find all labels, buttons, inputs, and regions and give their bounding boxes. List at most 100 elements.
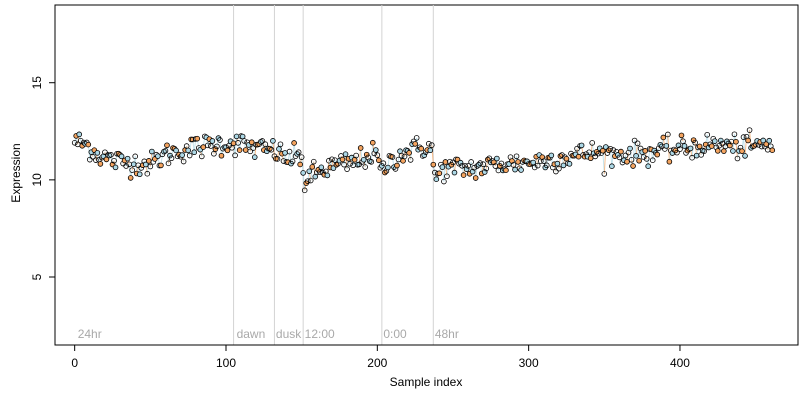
data-point xyxy=(127,175,134,181)
data-point xyxy=(286,148,293,155)
annotation-label: 0:00 xyxy=(383,327,407,341)
data-points xyxy=(71,127,776,194)
data-point xyxy=(108,152,114,158)
data-point xyxy=(425,140,432,147)
data-point xyxy=(123,163,129,169)
data-point xyxy=(609,163,615,170)
data-point xyxy=(209,138,216,144)
data-point xyxy=(200,144,207,150)
data-point xyxy=(430,161,437,168)
data-point xyxy=(357,145,364,151)
data-point xyxy=(191,149,198,156)
series-segment xyxy=(632,140,636,167)
series-segment xyxy=(667,134,670,162)
annotation-label: 24hr xyxy=(78,327,102,341)
data-point xyxy=(472,175,479,181)
data-point xyxy=(412,141,418,147)
data-point xyxy=(398,152,405,159)
data-point xyxy=(309,164,316,170)
data-point xyxy=(324,172,331,179)
data-point xyxy=(642,148,648,154)
data-point xyxy=(270,138,276,144)
data-point xyxy=(217,137,223,143)
data-point xyxy=(763,141,770,147)
data-point xyxy=(242,147,249,153)
data-point xyxy=(173,147,179,154)
data-point xyxy=(369,139,376,146)
data-point xyxy=(721,148,727,154)
data-point xyxy=(218,152,225,159)
y-tick-label: 5 xyxy=(30,273,44,280)
data-point xyxy=(149,148,155,155)
data-point xyxy=(731,131,738,138)
data-point xyxy=(298,154,305,160)
data-point xyxy=(342,151,349,157)
data-point xyxy=(618,148,624,155)
data-point xyxy=(130,161,137,168)
data-point xyxy=(374,152,381,158)
data-point xyxy=(540,158,547,164)
data-point xyxy=(317,169,323,175)
data-point xyxy=(164,142,170,149)
data-point xyxy=(385,164,391,171)
data-point xyxy=(236,147,243,153)
data-point xyxy=(307,177,314,184)
x-axis: 0 100 200 300 400 xyxy=(71,344,690,370)
data-point xyxy=(268,146,275,153)
data-point xyxy=(534,162,541,169)
data-point xyxy=(693,152,700,159)
data-point xyxy=(645,163,651,169)
data-point xyxy=(118,153,125,160)
data-point xyxy=(631,137,638,144)
data-point xyxy=(660,134,667,141)
data-point xyxy=(758,143,765,150)
data-point xyxy=(663,143,670,149)
data-point xyxy=(739,148,745,154)
data-point xyxy=(468,159,474,165)
data-point xyxy=(711,138,718,144)
data-point xyxy=(250,145,257,151)
data-point xyxy=(276,146,282,152)
data-point xyxy=(460,172,467,178)
series-segment xyxy=(443,161,446,182)
data-point xyxy=(90,153,96,160)
data-point xyxy=(471,164,477,171)
data-point xyxy=(678,132,685,139)
data-point xyxy=(553,168,559,175)
vertical-lines xyxy=(233,5,434,345)
data-point xyxy=(696,143,703,150)
y-tick-label: 10 xyxy=(30,173,44,187)
data-point xyxy=(442,159,449,165)
data-point xyxy=(421,152,428,159)
data-point xyxy=(76,131,83,138)
data-point xyxy=(439,164,446,170)
x-tick-label: 0 xyxy=(71,356,78,370)
data-point xyxy=(666,158,673,165)
y-axis-label: Expression xyxy=(9,143,23,202)
data-point xyxy=(574,145,580,152)
data-point xyxy=(71,140,78,146)
data-point xyxy=(610,147,617,153)
data-point xyxy=(407,157,414,163)
plot-frame xyxy=(54,4,799,346)
series-segment xyxy=(234,136,238,156)
annotation-label: dawn xyxy=(237,327,266,341)
data-point xyxy=(503,167,509,174)
data-point xyxy=(295,149,302,156)
data-point xyxy=(373,147,379,153)
data-point xyxy=(300,170,306,176)
data-point xyxy=(560,162,567,169)
y-tick-label: 15 xyxy=(30,76,44,90)
x-axis-label: Sample index xyxy=(390,375,463,389)
data-point xyxy=(289,158,296,165)
data-point xyxy=(389,154,396,160)
data-point xyxy=(179,152,185,158)
data-point xyxy=(146,158,152,164)
data-point xyxy=(554,160,561,167)
data-point xyxy=(277,141,284,148)
data-point xyxy=(251,154,258,160)
data-point xyxy=(718,137,724,144)
data-point xyxy=(624,158,630,165)
data-point xyxy=(379,163,385,169)
data-point xyxy=(428,142,435,148)
